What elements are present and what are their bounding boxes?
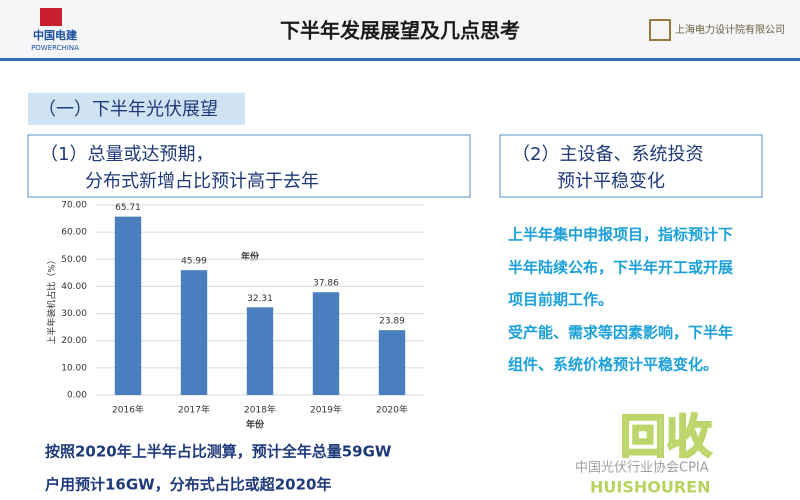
slide-title: 下半年发展展望及几点思考 [280, 19, 520, 43]
bar [114, 216, 142, 395]
logo-left: 中国电建 [33, 28, 78, 42]
right-text: 项目前期工作。 [508, 291, 613, 309]
data-label: 37.86 [313, 279, 339, 289]
data-label: 32.31 [247, 294, 273, 304]
bar [312, 292, 340, 395]
y-tick-label: 60.00 [61, 228, 87, 238]
y-tick-label: 10.00 [61, 363, 87, 373]
logo-mark [40, 8, 62, 26]
watermark: 中国光伏行业协会CPIA [575, 461, 709, 476]
x-axis-label: 年份 [246, 419, 265, 431]
x-tick-label: 2017年 [178, 404, 210, 416]
y-tick-label: 30.00 [61, 309, 87, 319]
x-tick-label: 2018年 [244, 404, 276, 416]
data-label: 45.99 [181, 257, 207, 267]
left-box-line: （1）总量或达预期， [40, 144, 213, 165]
bar [180, 270, 208, 395]
right-text: 组件、系统价格预计平稳变化。 [508, 356, 718, 374]
watermark: HUISHOUREN [590, 478, 710, 497]
data-label: 23.89 [379, 317, 405, 327]
y-axis-label: 上半年装机占比（%） [46, 255, 58, 345]
right-box [499, 134, 763, 198]
watermark: 回收 [620, 410, 712, 464]
y-tick-label: 0.00 [67, 391, 87, 401]
logo-right-mark [649, 19, 671, 41]
chart: 上半年装机占比（%） 年份 年份 0.00 10.00 20.00 30.00 40.0… [46, 201, 425, 431]
left-box-line: 分布式新增占比预计高于去年 [85, 171, 319, 192]
x-tick-label: 2019年 [310, 404, 342, 416]
annotation: 年份 [241, 251, 260, 263]
y-tick-label: 40.00 [61, 282, 87, 292]
bar [246, 307, 274, 395]
x-tick-label: 2016年 [112, 404, 144, 416]
data-label: 65.71 [115, 203, 141, 213]
x-tick-label: 2020年 [376, 404, 408, 416]
bottom-text: 户用预计16GW，分布式占比或超2020年 [45, 476, 331, 494]
section-title: （一）下半年光伏展望 [38, 99, 218, 120]
logo-left-sub: POWERCHINA [31, 44, 79, 52]
y-tick-label: 20.00 [61, 336, 87, 346]
header-rule [0, 58, 800, 61]
section-box [28, 93, 245, 125]
left-box [27, 134, 471, 198]
bar [378, 330, 406, 395]
right-box-line: 预计平稳变化 [557, 171, 665, 192]
header-band [0, 0, 800, 60]
y-tick-label: 50.00 [61, 255, 87, 265]
right-text: 上半年集中申报项目，指标预计下 [508, 226, 733, 244]
right-text: 半年陆续公布，下半年开工或开展 [508, 259, 733, 277]
right-box-line: （2）主设备、系统投资 [512, 144, 703, 165]
bottom-text: 按照2020年上半年占比测算，预计全年总量59GW [45, 443, 392, 461]
y-tick-label: 70.00 [61, 201, 87, 211]
right-text: 受产能、需求等因素影响，下半年 [508, 324, 733, 342]
logo-right: 上海电力设计院有限公司 [675, 23, 785, 36]
